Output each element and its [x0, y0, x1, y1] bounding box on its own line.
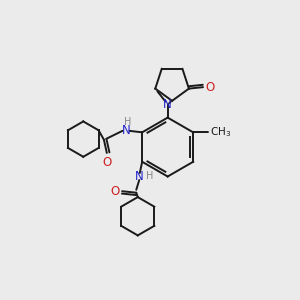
- Text: H: H: [146, 171, 153, 181]
- Text: H: H: [124, 117, 131, 127]
- Text: N: N: [163, 98, 172, 111]
- Text: O: O: [102, 157, 112, 169]
- Text: O: O: [110, 185, 119, 198]
- Text: O: O: [205, 81, 214, 94]
- Text: N: N: [135, 170, 144, 183]
- Text: N: N: [122, 124, 130, 137]
- Text: CH$_3$: CH$_3$: [210, 125, 231, 139]
